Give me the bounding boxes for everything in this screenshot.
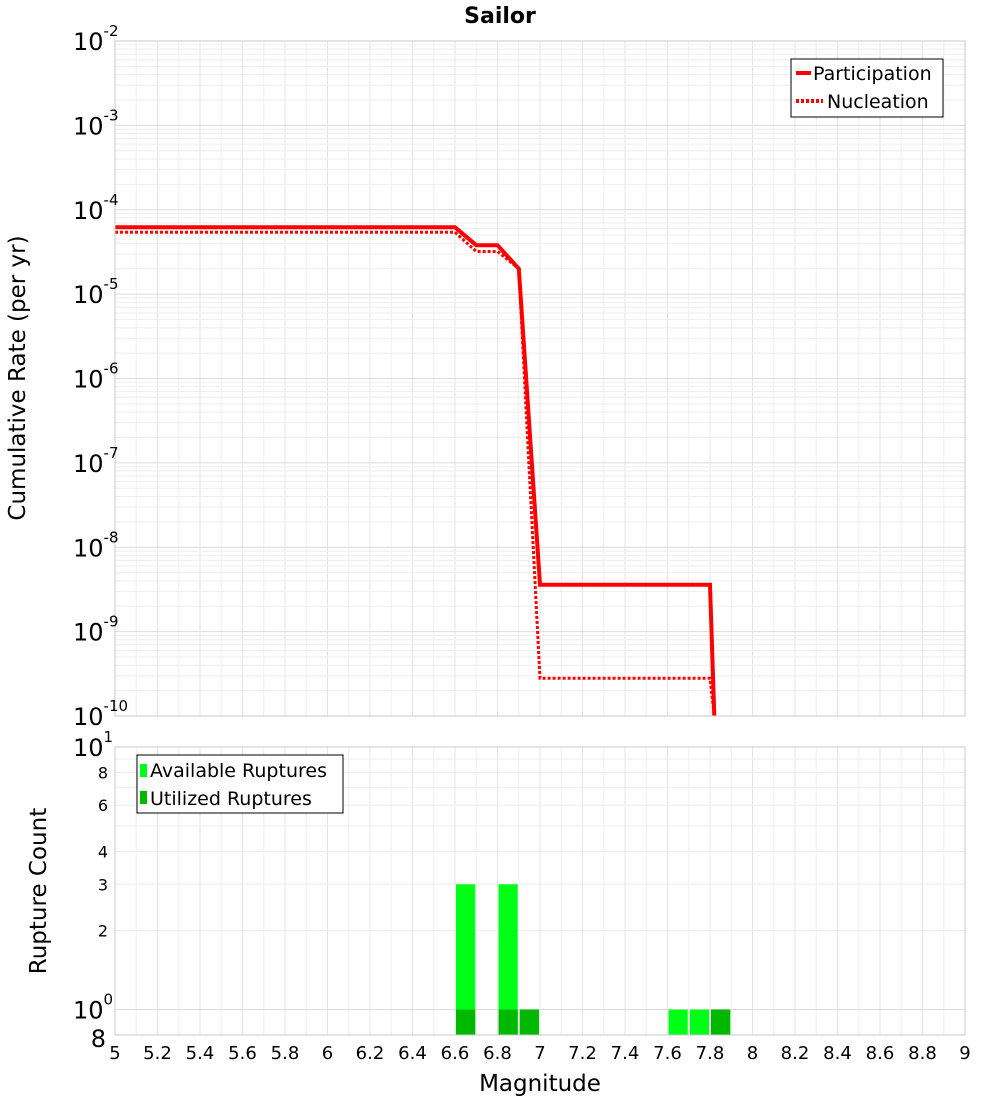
top-legend: Participation Nucleation xyxy=(790,58,944,118)
x-tick-label: 7.2 xyxy=(568,1043,597,1064)
x-tick-label: 5.6 xyxy=(228,1043,257,1064)
x-tick-label: 6.8 xyxy=(483,1043,512,1064)
x-tick-label: 8.8 xyxy=(908,1043,937,1064)
x-axis-label: Magnitude xyxy=(479,1071,601,1097)
top-plot-frame xyxy=(114,40,966,717)
y-tick-exponent: -9 xyxy=(104,613,119,631)
y-tick-exponent: -7 xyxy=(104,444,119,462)
chart-title: Sailor xyxy=(464,4,536,29)
x-tick-label: 8 xyxy=(747,1043,758,1064)
series-line-participation xyxy=(115,225,717,717)
x-tick-label: 7.4 xyxy=(611,1043,640,1064)
y-tick-exponent: -10 xyxy=(104,697,129,715)
legend-participation-label: Participation xyxy=(813,63,932,85)
y-tick-exponent: -3 xyxy=(104,106,119,124)
x-tick-label: 5 xyxy=(109,1043,120,1064)
x-tick-label: 7.6 xyxy=(653,1043,682,1064)
legend-nucleation-label: Nucleation xyxy=(827,91,929,113)
x-tick-label: 6 xyxy=(322,1043,333,1064)
x-tick-label: 8.4 xyxy=(823,1043,852,1064)
bar-available-ruptures xyxy=(498,884,518,1035)
x-tick-label: 7.8 xyxy=(696,1043,725,1064)
legend-utilized-label: Utilized Ruptures xyxy=(150,788,312,810)
y-tick-label: 10-2 xyxy=(73,22,119,56)
y-tick-label: 8 xyxy=(98,763,108,782)
x-tick-label: 5.8 xyxy=(271,1043,300,1064)
top-plot-gridlines xyxy=(115,41,965,716)
y-tick-label: 3 xyxy=(98,875,108,894)
x-tick-label: 5.4 xyxy=(186,1043,215,1064)
y-tick-exponent: -2 xyxy=(104,22,119,40)
y-tick-label: 8 xyxy=(91,1025,106,1053)
y-tick-exponent: 1 xyxy=(104,728,114,746)
y-tick-label: 10-4 xyxy=(73,191,119,225)
y-tick-exponent: 0 xyxy=(104,991,114,1009)
y-tick-label: 100 xyxy=(73,991,113,1025)
bar-utilized-ruptures xyxy=(711,1009,731,1035)
legend-available-label: Available Ruptures xyxy=(150,760,327,782)
bar-utilized-ruptures xyxy=(498,1009,518,1035)
legend-available-swatch xyxy=(140,764,147,777)
x-tick-label: 6.6 xyxy=(441,1043,470,1064)
x-tick-label: 6.4 xyxy=(398,1043,427,1064)
bottom-plot-bars xyxy=(456,884,731,1035)
top-y-axis-label: Cumulative Rate (per yr) xyxy=(5,235,31,520)
bar-available-ruptures xyxy=(668,1009,688,1035)
series-line-nucleation xyxy=(115,230,716,717)
y-tick-label: 10-7 xyxy=(73,444,119,478)
bar-available-ruptures xyxy=(456,884,476,1035)
y-tick-exponent: -4 xyxy=(104,191,119,209)
legend-utilized-swatch xyxy=(140,791,147,804)
x-tick-label: 9 xyxy=(959,1043,970,1064)
y-tick-label: 10-6 xyxy=(73,360,119,394)
y-tick-exponent: -5 xyxy=(104,275,119,293)
top-plot-series xyxy=(115,225,717,717)
y-tick-label: 10-10 xyxy=(73,697,128,731)
x-tick-label: 8.2 xyxy=(781,1043,810,1064)
bar-utilized-ruptures xyxy=(456,1009,476,1035)
y-tick-label: 10-8 xyxy=(73,528,119,562)
y-tick-label: 10-9 xyxy=(73,613,119,647)
y-tick-exponent: -8 xyxy=(104,528,119,546)
bar-available-ruptures xyxy=(689,1009,709,1035)
top-plot-y-ticks: 10-10 10-9 10-8 10-7 10-6 10-5 10-4 10-3 10-2 xyxy=(73,22,128,731)
y-tick-label: 4 xyxy=(98,842,108,861)
x-tick-label: 6.2 xyxy=(356,1043,385,1064)
y-tick-label: 10-5 xyxy=(73,275,119,309)
x-tick-label: 7 xyxy=(534,1043,545,1064)
bottom-plot-frame xyxy=(114,746,966,1036)
bottom-y-axis-label: Rupture Count xyxy=(26,808,52,974)
x-axis-ticks: 5 5.2 5.4 5.6 5.8 6 6.2 6.4 6.6 6.8 7 7.2 7.4 7.6 7.8 8… xyxy=(109,1043,970,1064)
x-tick-label: 8.6 xyxy=(866,1043,895,1064)
y-tick-label: 101 xyxy=(73,728,113,762)
y-tick-label: 6 xyxy=(98,796,108,815)
bar-utilized-ruptures xyxy=(519,1009,539,1035)
x-tick-label: 5.2 xyxy=(143,1043,172,1064)
y-tick-label: 10-3 xyxy=(73,106,119,140)
y-tick-label: 2 xyxy=(98,922,108,941)
bottom-legend: Available Ruptures Utilized Ruptures xyxy=(136,754,344,814)
y-tick-exponent: -6 xyxy=(104,360,119,378)
